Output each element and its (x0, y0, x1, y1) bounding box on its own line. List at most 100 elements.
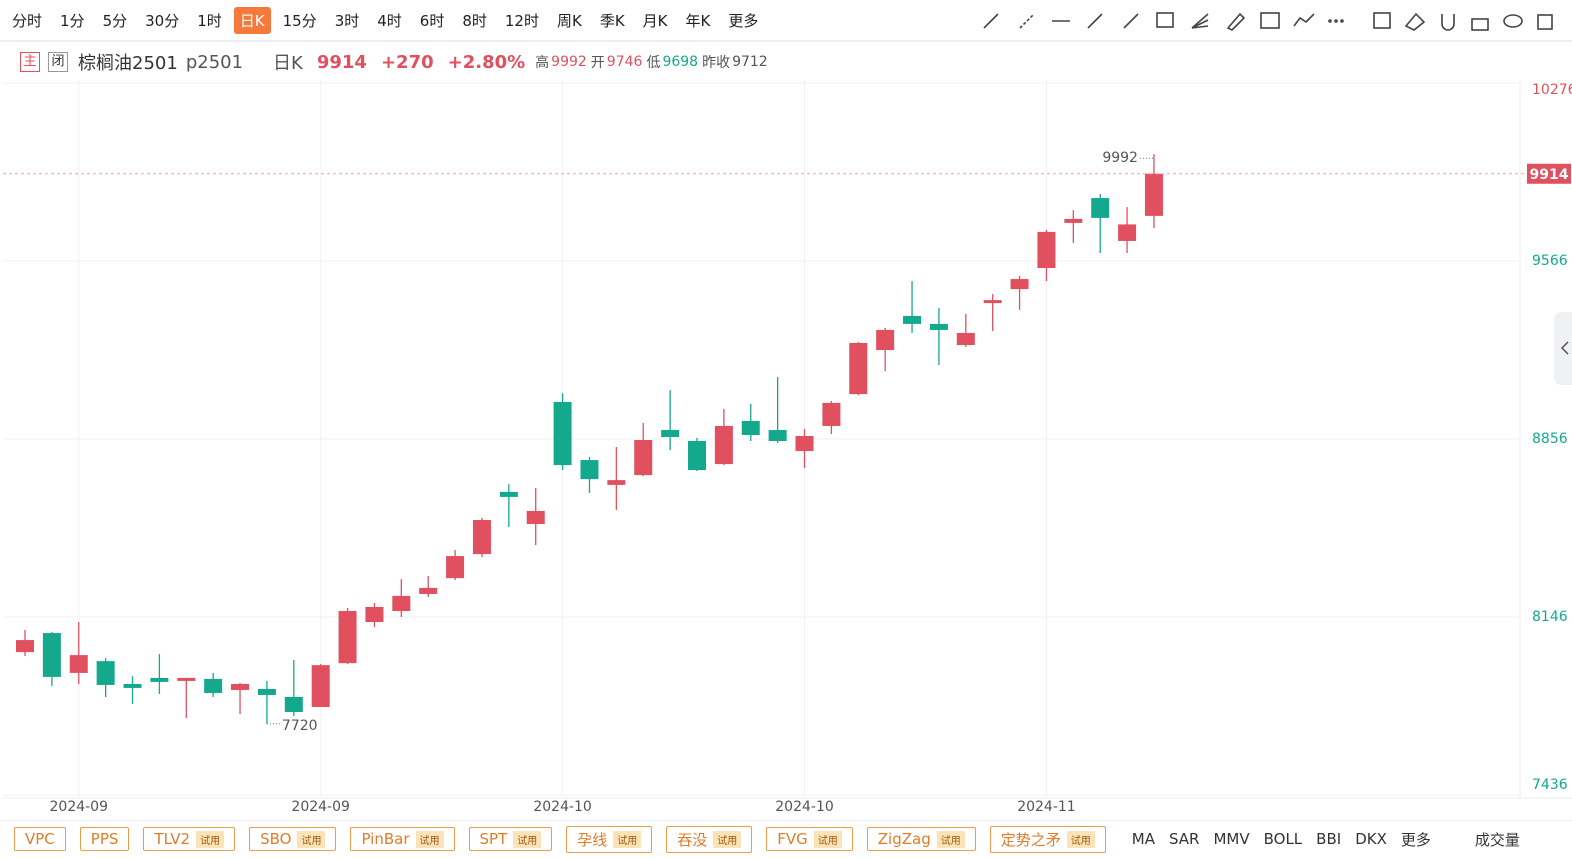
candle-body (204, 678, 223, 693)
period-button[interactable]: 季K (599, 11, 625, 30)
candle-body (231, 683, 250, 690)
candle-body (123, 683, 142, 688)
indicator-name: 孕线 (577, 830, 608, 849)
indicator-button[interactable]: PPS (79, 827, 130, 851)
stat-label: 开 (590, 55, 605, 71)
main-indicator[interactable]: MA (1131, 830, 1155, 848)
indicator-button[interactable]: FVG 试用 (766, 827, 853, 851)
candle-body (42, 633, 61, 677)
period-button[interactable]: 1分 (60, 11, 85, 30)
candle-body (553, 401, 572, 466)
candle-body (903, 315, 922, 324)
indicator-button[interactable]: SPT 试用 (468, 827, 553, 851)
indicator-button[interactable]: PinBar 试用 (350, 827, 455, 851)
candle-body (741, 420, 760, 435)
indicator-name: TLV2 (154, 830, 191, 848)
candle-body (365, 606, 384, 623)
candle-body (822, 402, 841, 426)
main-indicator[interactable]: MMV (1213, 830, 1250, 848)
y-tick-label: 10276 (1532, 82, 1572, 98)
quote-price: 9914 (316, 51, 367, 73)
period-button[interactable]: 4时 (377, 11, 402, 30)
period-button[interactable]: 12时 (504, 11, 539, 30)
indicator-button[interactable]: ZigZag 试用 (866, 827, 976, 851)
candle-body (580, 460, 599, 480)
indicator-button[interactable]: SBO 试用 (249, 827, 337, 851)
stat-value: 9712 (732, 54, 768, 70)
closed-badge: 闭 (48, 52, 68, 72)
x-tick-label: 2024-10 (775, 799, 834, 815)
quote-change-pct: +2.80% (447, 51, 526, 73)
indicator-button[interactable]: VPC (14, 827, 66, 851)
trial-badge: 试用 (936, 830, 965, 848)
candle-body (929, 323, 948, 330)
indicator-button[interactable]: 孕线 试用 (566, 825, 653, 853)
indicator-name: 吞没 (677, 830, 708, 849)
period-button[interactable]: 3时 (334, 11, 360, 30)
period-button[interactable]: 1时 (197, 11, 222, 30)
indicator-name: 定势之矛 (1000, 830, 1061, 849)
period-button[interactable]: 周K (556, 11, 582, 30)
stat-label: 高 (535, 55, 550, 71)
candle-body (16, 640, 34, 653)
period-button[interactable]: 更多 (728, 11, 759, 30)
candle-body (419, 587, 438, 594)
candle-body (96, 661, 115, 685)
candle-body (956, 332, 975, 345)
indicator-name: ZigZag (877, 830, 931, 848)
candle-body (1144, 173, 1163, 216)
stat-value: 9992 (551, 54, 587, 70)
candle-body (1091, 198, 1110, 218)
candle-body (150, 677, 169, 682)
period[interactable]: 日K (273, 53, 303, 74)
period-button[interactable]: 年K (685, 11, 711, 30)
main-indicator[interactable]: BBI (1316, 830, 1342, 848)
period-button[interactable]: 6时 (419, 11, 445, 30)
y-tick-label: 7436 (1532, 777, 1568, 793)
candle-body (1118, 224, 1137, 241)
period-button[interactable]: 30分 (145, 11, 180, 30)
stat-value: 9698 (662, 54, 699, 70)
indicator-name: SBO (260, 830, 292, 848)
candle-body (714, 425, 733, 465)
main-indicator[interactable]: 更多 (1400, 830, 1431, 849)
indicator-button[interactable]: 吞没 试用 (666, 825, 753, 853)
trial-badge: 试用 (297, 830, 326, 848)
candle-body (688, 441, 706, 471)
period-button[interactable]: 5分 (102, 11, 128, 30)
candle-body (499, 491, 518, 497)
indicator-button[interactable]: 定势之矛 试用 (989, 825, 1106, 853)
candle-body (284, 696, 303, 713)
candle-body (526, 510, 545, 524)
indicator-name: SPT (479, 830, 508, 848)
candle-body (177, 677, 196, 681)
last-price-label: 9914 (1530, 167, 1569, 183)
candle-body (661, 429, 680, 437)
trial-badge: 试用 (196, 830, 225, 848)
candle-body (392, 595, 411, 611)
period-button[interactable]: 月K (642, 11, 668, 30)
volume-label[interactable]: 成交量 (1474, 830, 1520, 849)
main-indicator[interactable]: DKX (1355, 830, 1387, 848)
period-button[interactable]: 分时 (12, 11, 43, 30)
candle-body (795, 435, 814, 452)
period-button[interactable]: 日K (233, 6, 271, 34)
candle-body (257, 688, 276, 695)
candle-body (983, 300, 1002, 304)
indicator-name: FVG (777, 830, 808, 848)
drawing-tools (983, 12, 1553, 31)
period-button[interactable]: 15分 (282, 11, 317, 30)
symbol-header: 主闭棕榈油2501 p2501 日K 9914 +270 +2.80% 高 9992 开 9746… (0, 44, 1572, 80)
high-annotation: 9992 (1102, 150, 1138, 166)
main-indicator[interactable]: BOLL (1263, 830, 1303, 848)
x-tick-label: 2024-10 (533, 799, 592, 815)
y-tick-label: 9566 (1532, 253, 1568, 269)
indicator-button[interactable]: TLV2 试用 (143, 827, 236, 851)
main-indicator[interactable]: SAR (1168, 830, 1200, 848)
x-tick-label: 2024-09 (50, 799, 109, 815)
trial-badge: 试用 (513, 830, 542, 848)
x-tick-label: 2024-11 (1017, 799, 1076, 815)
period-button[interactable]: 8时 (462, 11, 487, 30)
symbol-code[interactable]: p2501 (185, 51, 244, 73)
